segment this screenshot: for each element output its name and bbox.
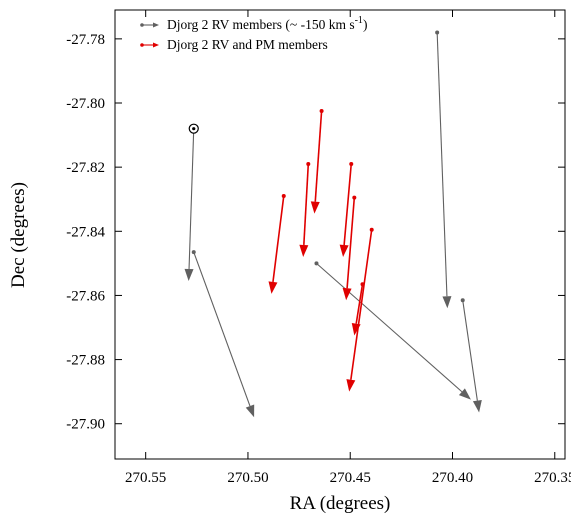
x-tick-label: 270.50 bbox=[227, 470, 268, 486]
motion-vector-1-5-head bbox=[351, 322, 361, 336]
motion-vector-1-4-shaft bbox=[346, 197, 356, 289]
motion-vector-1-1-shaft bbox=[303, 163, 310, 246]
motion-vectors bbox=[184, 30, 482, 418]
y-tick-label: -27.90 bbox=[66, 417, 105, 433]
x-axis-label: RA (degrees) bbox=[290, 493, 391, 514]
axis-ticks: 270.55 270.50 270.45 270.40 270.35 -27.78 -27.… bbox=[66, 10, 571, 486]
x-tick-label: 270.35 bbox=[534, 470, 571, 486]
motion-vector-1-3-shaft bbox=[343, 163, 353, 246]
motion-vector-1-6-head bbox=[346, 379, 356, 392]
legend-item-rv-pm-members: Djorg 2 RV and PM members bbox=[140, 37, 328, 52]
legend-label-rv-members: Djorg 2 RV members (~ -150 km s-1) bbox=[167, 15, 367, 32]
motion-vector-1-0 bbox=[268, 195, 285, 294]
y-tick-label: -27.86 bbox=[66, 288, 105, 304]
series-1 bbox=[268, 109, 374, 392]
motion-vector-0-0-head bbox=[184, 268, 194, 282]
motion-vector-1-2-shaft bbox=[314, 110, 323, 202]
legend-swatch-arrow-1-head bbox=[153, 42, 159, 48]
legend: Djorg 2 RV members (~ -150 km s-1) Djorg… bbox=[140, 15, 367, 52]
motion-vector-0-3 bbox=[436, 32, 452, 309]
motion-vector-1-0-head bbox=[268, 281, 278, 294]
motion-vector-1-1 bbox=[299, 163, 310, 257]
motion-vector-0-4-head bbox=[472, 399, 482, 413]
motion-vector-0-2 bbox=[316, 262, 471, 400]
motion-vector-0-2-head bbox=[458, 388, 471, 400]
motion-vector-1-3 bbox=[339, 163, 353, 257]
motion-vector-1-1-head bbox=[299, 244, 309, 257]
motion-vector-1-5-shaft bbox=[355, 284, 364, 324]
motion-vector-0-3-head bbox=[442, 296, 452, 309]
motion-vector-0-1 bbox=[193, 251, 255, 418]
motion-vector-1-4-head bbox=[342, 287, 352, 301]
cluster-center-marker bbox=[188, 123, 199, 134]
motion-vector-1-0-shaft bbox=[272, 195, 285, 283]
y-tick-label: -27.82 bbox=[66, 160, 105, 176]
x-tick-label: 270.40 bbox=[432, 470, 473, 486]
motion-vector-0-1-shaft bbox=[193, 251, 251, 407]
y-axis-label: Dec (degrees) bbox=[8, 182, 29, 288]
motion-vector-1-2 bbox=[310, 110, 323, 214]
motion-vector-0-4 bbox=[462, 300, 482, 413]
motion-vector-0-0 bbox=[184, 128, 195, 282]
motion-vector-1-2-head bbox=[310, 201, 320, 214]
motion-vector-0-1-head bbox=[245, 404, 255, 418]
motion-vector-0-4-shaft bbox=[462, 300, 478, 401]
legend-swatch-arrow-1 bbox=[142, 42, 159, 48]
plot-frame bbox=[114, 9, 566, 460]
y-tick-label: -27.88 bbox=[66, 353, 105, 369]
motion-vector-1-6-shaft bbox=[350, 229, 373, 380]
x-tick-label: 270.55 bbox=[125, 470, 166, 486]
motion-vector-1-3-head bbox=[339, 244, 349, 257]
y-tick-label: -27.80 bbox=[66, 96, 105, 112]
motion-vector-0-3-shaft bbox=[436, 32, 448, 297]
motion-vector-1-6 bbox=[346, 229, 373, 392]
legend-item-rv-members: Djorg 2 RV members (~ -150 km s-1) bbox=[140, 15, 367, 32]
x-tick-label: 270.45 bbox=[330, 470, 371, 486]
motion-vector-0-2-shaft bbox=[316, 262, 463, 393]
series-0 bbox=[184, 30, 482, 418]
motion-vector-0-0-shaft bbox=[188, 128, 195, 270]
cluster-center-dot bbox=[192, 127, 196, 131]
legend-label-rv-pm-members: Djorg 2 RV and PM members bbox=[167, 37, 328, 52]
motion-vector-1-4 bbox=[342, 197, 356, 301]
legend-swatch-arrow-0 bbox=[142, 22, 159, 28]
legend-swatch-arrow-0-head bbox=[153, 22, 159, 28]
y-tick-label: -27.84 bbox=[66, 224, 105, 240]
y-tick-label: -27.78 bbox=[66, 32, 105, 48]
